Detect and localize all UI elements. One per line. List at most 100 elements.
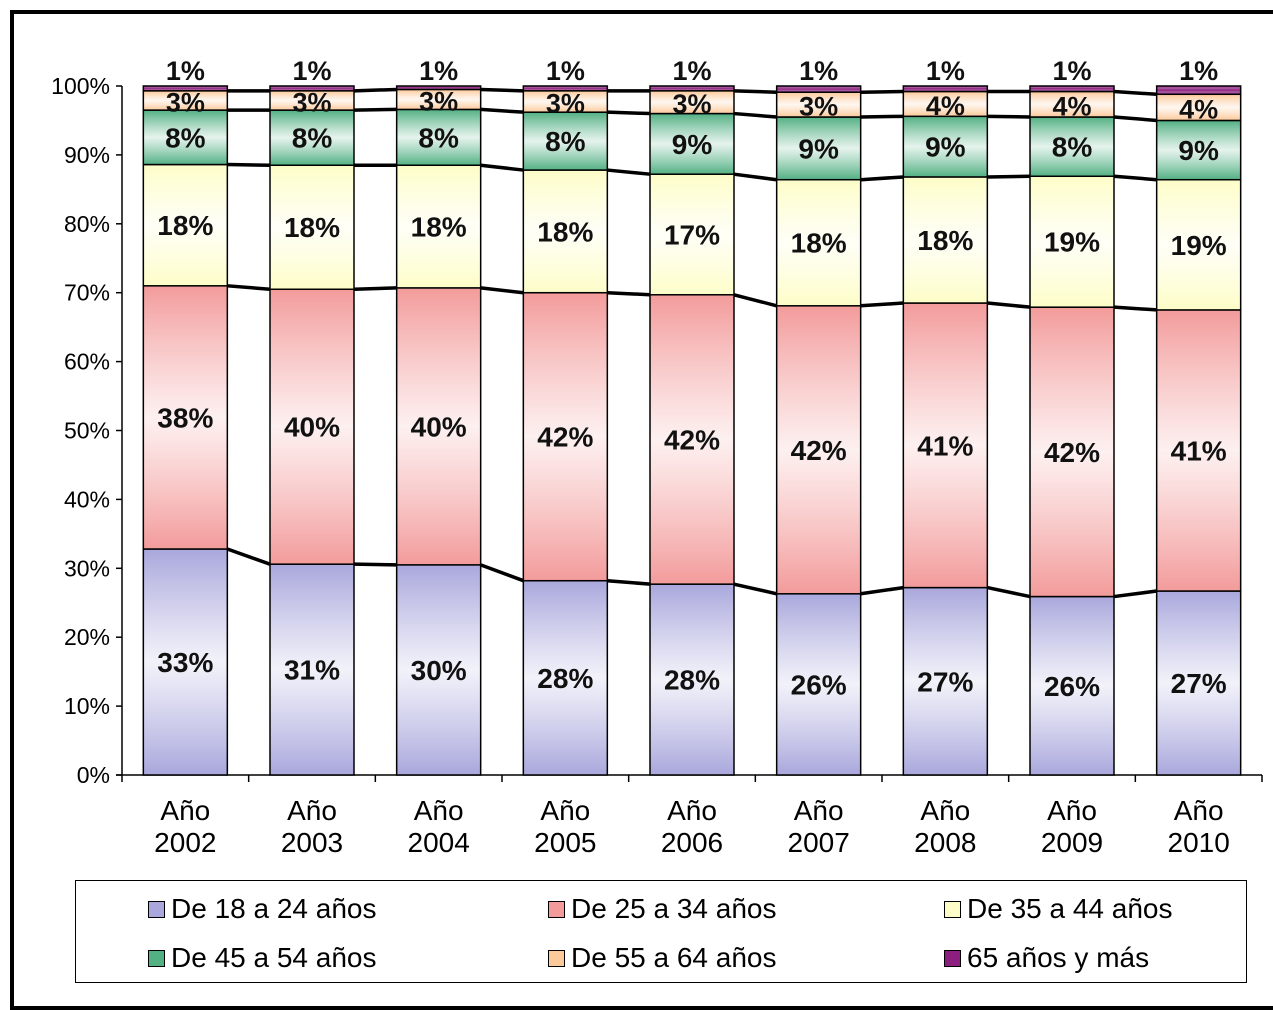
- series-connector-line: [733, 111, 777, 119]
- bar-segment-shade: [1029, 90, 1115, 118]
- bar-segment-shade: [1029, 595, 1115, 776]
- data-label: 27%: [917, 666, 973, 697]
- x-tick-label: Año 2002: [154, 795, 216, 858]
- x-tick-label: Año 2004: [408, 795, 470, 858]
- bar-segment-shade: [775, 593, 862, 776]
- legend-label: De 18 a 24 años: [171, 893, 377, 924]
- bar-segment-shade: [269, 85, 355, 92]
- legend-swatch: [548, 900, 565, 918]
- bar-segment-shade: [1155, 590, 1242, 776]
- x-tick-label: Año 2010: [1168, 795, 1230, 858]
- bar-segment-shade: [1155, 178, 1242, 311]
- data-label: 41%: [917, 430, 973, 461]
- data-label: 8%: [1052, 132, 1093, 163]
- data-label: 18%: [157, 210, 213, 241]
- series-connector-line: [987, 114, 1031, 119]
- data-label: 31%: [284, 655, 340, 686]
- legend-label: De 55 a 64 años: [571, 942, 777, 973]
- series-connector-line: [353, 562, 397, 567]
- legend: De 18 a 24 años De 25 a 34 años De 35 a 44…: [75, 880, 1247, 983]
- series-connector-line: [353, 87, 397, 93]
- series-connector-line: [860, 585, 904, 596]
- series-connector-line: [226, 547, 271, 566]
- series-connector-line: [986, 585, 1031, 599]
- y-tick-label: 10%: [64, 693, 110, 719]
- data-label: 8%: [545, 126, 586, 157]
- data-label: 1%: [1179, 56, 1218, 86]
- bar-segment-shade: [142, 85, 229, 92]
- data-label: 3%: [292, 87, 331, 117]
- series-connector-line: [607, 110, 651, 116]
- data-label: 18%: [284, 212, 340, 243]
- data-label: 3%: [546, 89, 585, 119]
- legend-swatch: [548, 949, 565, 967]
- data-label: 42%: [791, 435, 847, 466]
- y-tick-label: 0%: [77, 762, 110, 788]
- legend-label: 65 años y más: [967, 942, 1150, 973]
- series-connector-line: [733, 293, 778, 308]
- series-connector-line: [1113, 305, 1157, 312]
- data-label: 18%: [791, 228, 847, 259]
- y-tick-label: 50%: [64, 418, 110, 444]
- data-label: 1%: [166, 56, 205, 86]
- bar-segment-shade: [649, 583, 735, 776]
- series-connector-line: [480, 87, 524, 93]
- bar-segment-shade: [649, 85, 735, 92]
- data-label: 27%: [1171, 668, 1227, 699]
- data-label: 9%: [672, 129, 713, 160]
- data-label: 1%: [546, 56, 585, 86]
- legend-item: De 55 a 64 años: [548, 942, 777, 974]
- series-connector-line: [987, 301, 1031, 309]
- y-tick-label: 20%: [64, 624, 110, 650]
- x-tick-label: Año 2009: [1041, 795, 1103, 858]
- series-connector-line: [733, 89, 777, 94]
- data-label: 8%: [418, 122, 459, 153]
- data-label: 1%: [419, 56, 458, 86]
- data-label: 28%: [537, 663, 593, 694]
- bar-segment-shade: [775, 305, 862, 595]
- data-label: 4%: [1052, 91, 1091, 121]
- bar-segment-shade: [395, 108, 482, 166]
- bar-segment-shade: [142, 163, 229, 287]
- bar-segment-shade: [902, 176, 989, 304]
- bar-segment-shade: [142, 548, 229, 776]
- series-connector-line: [227, 162, 271, 167]
- bar-segment-shade: [1155, 309, 1242, 592]
- bar-segment-shade: [522, 85, 609, 92]
- bar-segment-shade: [1155, 85, 1242, 96]
- data-label: 17%: [664, 219, 720, 250]
- bar-segment-shade: [395, 287, 482, 566]
- series-connector-line: [860, 301, 904, 308]
- data-label: 3%: [672, 89, 711, 119]
- series-connector-line: [1113, 589, 1157, 599]
- legend-item: De 25 a 34 años: [548, 893, 777, 925]
- data-label: 41%: [1171, 435, 1227, 466]
- y-tick-label: 90%: [64, 142, 110, 168]
- data-label: 9%: [1178, 135, 1219, 166]
- legend-swatch: [148, 900, 165, 918]
- bar-segment-shade: [775, 116, 862, 181]
- bar-segment-shade: [1029, 175, 1115, 308]
- bar-segment-shade: [902, 586, 989, 776]
- bar-segment-shade: [269, 164, 355, 291]
- data-label: 26%: [791, 669, 847, 700]
- legend-swatch: [944, 949, 961, 967]
- bar-segment-shade: [775, 91, 862, 118]
- data-label: 42%: [1044, 437, 1100, 468]
- data-label: 30%: [411, 655, 467, 686]
- bar-segment-shade: [522, 579, 609, 776]
- series-connector-line: [353, 286, 397, 292]
- series-connector-line: [480, 107, 524, 114]
- data-label: 40%: [284, 412, 340, 443]
- series-connector-line: [987, 174, 1031, 179]
- data-label: 8%: [292, 123, 333, 154]
- series-connector-line: [733, 582, 778, 596]
- y-tick-label: 60%: [64, 349, 110, 375]
- series-connector-line: [607, 168, 651, 176]
- data-label: 4%: [1179, 94, 1218, 124]
- data-label: 1%: [292, 56, 331, 86]
- bar-segment-shade: [902, 85, 989, 93]
- series-connector-line: [1113, 174, 1157, 182]
- data-label: 3%: [419, 86, 458, 116]
- bar-segment-shade: [775, 85, 862, 93]
